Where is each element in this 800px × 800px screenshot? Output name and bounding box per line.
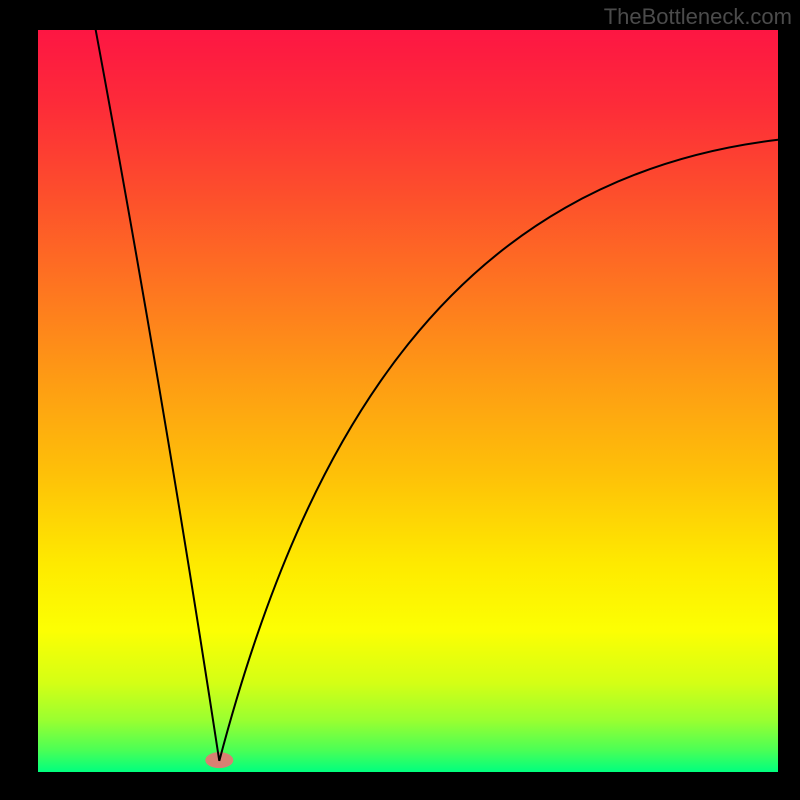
chart-container: TheBottleneck.com xyxy=(0,0,800,800)
plot-background xyxy=(38,30,778,772)
chart-svg xyxy=(0,0,800,800)
watermark-text: TheBottleneck.com xyxy=(604,4,792,30)
